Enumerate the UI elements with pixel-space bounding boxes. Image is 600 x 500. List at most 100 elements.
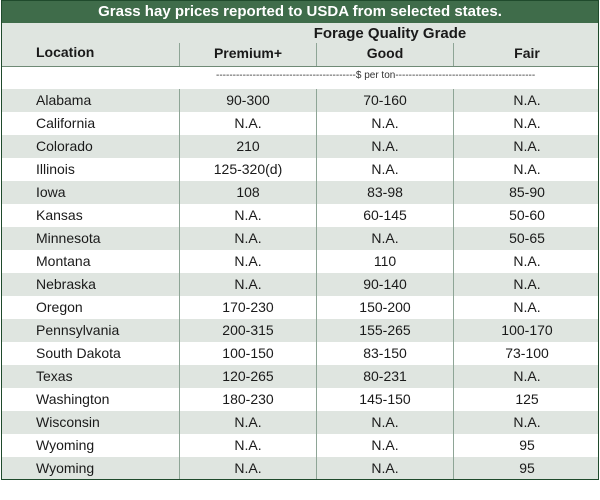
column-divider [316,43,317,66]
units-label: ----------------------------------------… [216,70,536,81]
column-divider [179,43,180,66]
premium-price-cell: N.A. [234,207,262,223]
column-divider [453,112,454,135]
column-divider [453,250,454,273]
column-divider [453,158,454,181]
premium-price-cell: 200-315 [222,322,274,338]
fair-price-cell: N.A. [513,368,541,384]
table-row: Wyoming N.A. N.A. 95 [2,457,598,479]
column-divider [316,250,317,273]
table-row: Nebraska N.A. 90-140 N.A. [2,273,598,296]
premium-price-cell: 90-300 [226,92,270,108]
fair-price-cell: 85-90 [509,184,545,200]
table-row: Washington 180-230 145-150 125 [2,388,598,411]
column-divider [179,89,180,112]
table-row: Wyoming N.A. N.A. 95 [2,434,598,457]
location-cell: Wisconsin [36,414,100,430]
column-divider [179,388,180,411]
premium-price-cell: N.A. [234,414,262,430]
column-divider [179,273,180,296]
column-divider [316,388,317,411]
column-divider [453,273,454,296]
column-divider [453,388,454,411]
column-divider [179,158,180,181]
column-divider [316,227,317,250]
column-divider [179,319,180,342]
good-price-cell: N.A. [371,138,399,154]
table-row: California N.A. N.A. N.A. [2,112,598,135]
good-price-cell: N.A. [371,437,399,453]
location-cell: Texas [36,368,73,384]
location-cell: Illinois [36,161,75,177]
column-divider [453,319,454,342]
location-cell: Colorado [36,138,93,154]
good-price-cell: 80-231 [363,368,407,384]
table-row: Alabama 90-300 70-160 N.A. [2,89,598,112]
good-price-cell: 83-98 [367,184,403,200]
fair-price-cell: 125 [515,391,539,407]
table-row: Illinois 125-320(d) N.A. N.A. [2,158,598,181]
good-price-cell: 145-150 [359,391,411,407]
column-divider [316,319,317,342]
fair-price-cell: N.A. [513,115,541,131]
column-divider [179,365,180,388]
fair-price-cell: N.A. [513,253,541,269]
table-row: Wisconsin N.A. N.A. N.A. [2,411,598,434]
column-divider [316,204,317,227]
premium-price-cell: N.A. [234,253,262,269]
good-price-cell: N.A. [371,414,399,430]
column-divider [453,181,454,204]
column-divider [316,181,317,204]
column-divider [316,365,317,388]
fair-price-cell: 73-100 [505,345,549,361]
column-divider [453,457,454,479]
column-divider [453,434,454,457]
column-divider [316,342,317,365]
premium-price-cell: N.A. [234,460,262,476]
good-column-header: Good [366,45,404,61]
column-divider [316,296,317,319]
column-divider [316,411,317,434]
column-divider [179,112,180,135]
table-row: Pennsylvania 200-315 155-265 100-170 [2,319,598,342]
location-cell: Iowa [36,184,66,200]
fair-price-cell: N.A. [513,138,541,154]
premium-price-cell: N.A. [234,276,262,292]
fair-price-cell: 100-170 [501,322,553,338]
location-cell: Washington [36,391,110,407]
fair-price-cell: 50-65 [509,230,545,246]
good-price-cell: 90-140 [363,276,407,292]
column-divider [453,342,454,365]
fair-price-cell: N.A. [513,414,541,430]
premium-price-cell: 108 [236,184,260,200]
column-divider [316,457,317,479]
good-price-cell: 83-150 [363,345,407,361]
fair-price-cell: N.A. [513,92,541,108]
table-title: Grass hay prices reported to USDA from s… [2,1,598,23]
premium-price-cell: 170-230 [222,299,274,315]
column-divider [316,112,317,135]
fair-price-cell: 50-60 [509,207,545,223]
table-body: Alabama 90-300 70-160 N.A. California N.A. N.A… [2,89,598,479]
column-divider [453,43,454,66]
location-cell: Pennsylvania [36,322,120,338]
fair-price-cell: 95 [519,437,535,453]
table-header: Location Forage Quality Grade Premium+ G… [2,23,598,67]
location-cell: South Dakota [36,345,121,361]
column-divider [453,204,454,227]
table-row: South Dakota 100-150 83-150 73-100 [2,342,598,365]
location-cell: California [36,115,96,131]
premium-price-cell: N.A. [234,230,262,246]
column-divider [179,181,180,204]
premium-column-header: Premium+ [213,45,283,61]
table-row: Colorado 210 N.A. N.A. [2,135,598,158]
column-divider [316,89,317,112]
column-divider [316,135,317,158]
good-price-cell: 155-265 [359,322,411,338]
table-row: Kansas N.A. 60-145 50-60 [2,204,598,227]
table-row: Texas 120-265 80-231 N.A. [2,365,598,388]
location-cell: Wyoming [36,437,95,453]
premium-price-cell: 180-230 [222,391,274,407]
table-row: Minnesota N.A. N.A. 50-65 [2,227,598,250]
good-price-cell: 60-145 [363,207,407,223]
